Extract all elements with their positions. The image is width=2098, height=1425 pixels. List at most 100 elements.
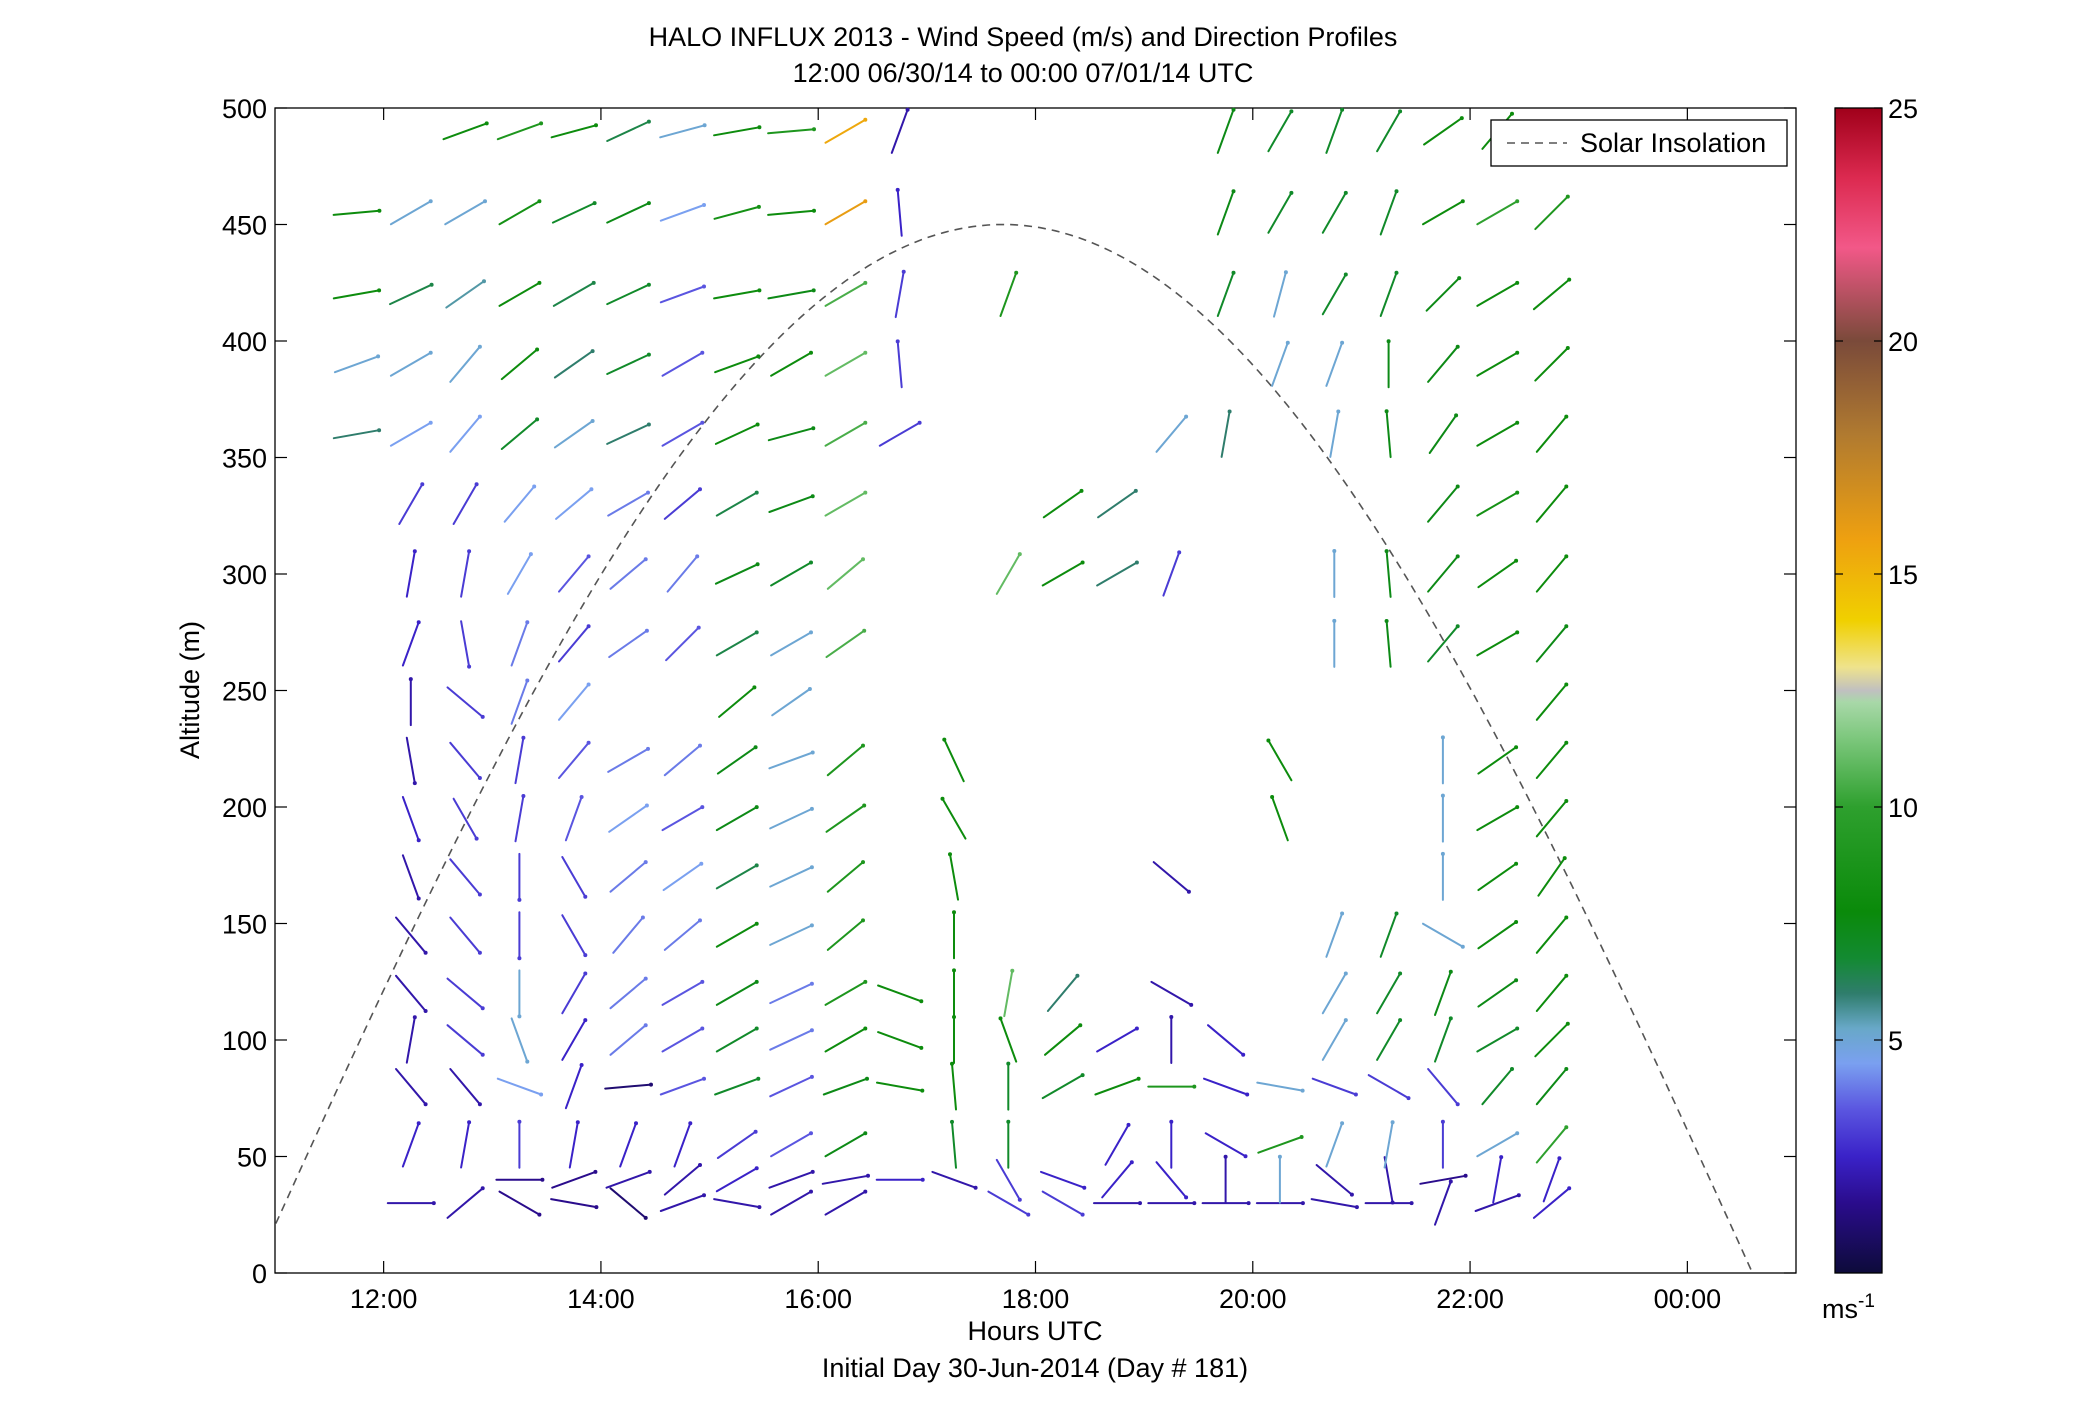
wind-vector bbox=[825, 629, 866, 659]
wind-vector-head bbox=[1564, 740, 1569, 745]
wind-vector bbox=[1216, 108, 1235, 154]
y-tick-label: 250 bbox=[222, 677, 267, 707]
wind-vector-head bbox=[1231, 189, 1236, 194]
wind-vector-head bbox=[1398, 971, 1403, 976]
wind-vector bbox=[877, 984, 923, 1003]
wind-vector-head bbox=[484, 121, 489, 126]
wind-vector-head bbox=[1564, 682, 1569, 687]
wind-vector-head bbox=[895, 339, 900, 344]
wind-vector-head bbox=[1398, 109, 1403, 114]
wind-vector bbox=[715, 631, 758, 657]
wind-vector bbox=[389, 200, 432, 226]
wind-vector-head bbox=[646, 422, 651, 427]
wind-vector-head bbox=[477, 776, 482, 780]
wind-vector bbox=[1325, 108, 1344, 154]
wind-vector bbox=[715, 491, 758, 517]
wind-vector-head bbox=[1075, 973, 1080, 978]
wind-vector-head bbox=[525, 620, 530, 625]
wind-vector-head bbox=[1440, 1119, 1445, 1124]
wind-vector bbox=[769, 807, 813, 830]
wind-vector bbox=[401, 621, 420, 667]
wind-vector bbox=[1532, 278, 1571, 311]
x-tick-label: 16:00 bbox=[784, 1284, 852, 1314]
wind-vector-head bbox=[809, 806, 814, 811]
wind-vector bbox=[716, 746, 757, 775]
colorbar-tick-label: 20 bbox=[1888, 327, 1918, 357]
wind-vector bbox=[558, 683, 590, 721]
wind-vector bbox=[1427, 485, 1459, 523]
wind-vector bbox=[555, 488, 593, 520]
wind-vector bbox=[1325, 341, 1344, 387]
wind-vector bbox=[1203, 1077, 1249, 1096]
wind-vector-head bbox=[517, 956, 522, 961]
wind-vector-head bbox=[535, 417, 540, 422]
wind-vector-head bbox=[1186, 889, 1191, 894]
wind-vector-head bbox=[755, 422, 760, 427]
wind-vector-head bbox=[1398, 1018, 1403, 1023]
wind-vector bbox=[1315, 1164, 1353, 1196]
wind-vector bbox=[1534, 195, 1569, 231]
wind-vector bbox=[1427, 555, 1459, 593]
wind-vector-head bbox=[1457, 276, 1462, 281]
y-tick-label: 50 bbox=[237, 1143, 267, 1173]
wind-vector bbox=[498, 281, 541, 307]
wind-vector bbox=[659, 285, 705, 304]
wind-vector-head bbox=[1340, 1121, 1345, 1126]
wind-vector-head bbox=[1266, 738, 1271, 743]
colorbar-unit-base: ms bbox=[1822, 1294, 1858, 1324]
wind-vector-head bbox=[429, 282, 434, 287]
wind-vector-head bbox=[590, 419, 595, 423]
wind-vector bbox=[1150, 980, 1193, 1006]
wind-vector-head bbox=[592, 201, 597, 206]
wind-vector bbox=[824, 1132, 867, 1158]
wind-vector-head bbox=[1283, 270, 1288, 275]
wind-vector bbox=[389, 283, 433, 306]
wind-vector-head bbox=[809, 981, 814, 986]
wind-vector bbox=[1477, 979, 1518, 1008]
wind-vector bbox=[442, 122, 488, 141]
wind-vector bbox=[1385, 550, 1392, 598]
wind-vector bbox=[452, 483, 478, 525]
wind-vector-head bbox=[1017, 1197, 1022, 1202]
wind-vector-head bbox=[1514, 558, 1519, 563]
wind-vector-head bbox=[1006, 1119, 1011, 1124]
wind-vector bbox=[1481, 1068, 1513, 1106]
wind-vector bbox=[550, 1198, 598, 1209]
wind-vector-head bbox=[812, 208, 816, 213]
wind-vector-head bbox=[416, 896, 421, 901]
wind-vector bbox=[770, 631, 812, 657]
wind-vector bbox=[771, 688, 811, 717]
wind-vector-head bbox=[377, 288, 382, 293]
wind-vector-head bbox=[517, 897, 522, 902]
x-tick-label: 12:00 bbox=[350, 1284, 418, 1314]
wind-vector bbox=[876, 1081, 924, 1092]
wind-vector-head bbox=[1384, 409, 1389, 414]
wind-vector bbox=[405, 1016, 416, 1064]
wind-vector bbox=[1477, 921, 1518, 950]
wind-vector bbox=[714, 1077, 760, 1096]
wind-vector bbox=[558, 625, 590, 663]
wind-vector-head bbox=[862, 803, 867, 808]
wind-vector-head bbox=[412, 1015, 417, 1020]
wind-vector-head bbox=[1515, 420, 1520, 425]
wind-vector bbox=[395, 1068, 427, 1106]
wind-vector-head bbox=[754, 1026, 759, 1031]
wind-vector-head bbox=[1459, 116, 1464, 121]
wind-vector bbox=[659, 1194, 705, 1212]
wind-vector-head bbox=[1394, 911, 1399, 916]
wind-vector bbox=[999, 271, 1018, 317]
wind-vector bbox=[1476, 281, 1519, 307]
wind-vector-head bbox=[1080, 560, 1085, 565]
wind-vector-head bbox=[1300, 1088, 1305, 1093]
wind-vector-head bbox=[537, 1212, 542, 1217]
y-tick-label: 200 bbox=[222, 793, 267, 823]
wind-vector-head bbox=[539, 121, 544, 126]
wind-vector-head bbox=[583, 1018, 588, 1023]
wind-vector bbox=[659, 124, 706, 139]
wind-vector bbox=[877, 1031, 923, 1049]
wind-vector-head bbox=[528, 552, 533, 557]
wind-vector-head bbox=[863, 199, 868, 204]
wind-vector bbox=[1535, 485, 1568, 523]
wind-vector-head bbox=[1017, 552, 1022, 557]
wind-vector bbox=[1040, 1170, 1086, 1189]
